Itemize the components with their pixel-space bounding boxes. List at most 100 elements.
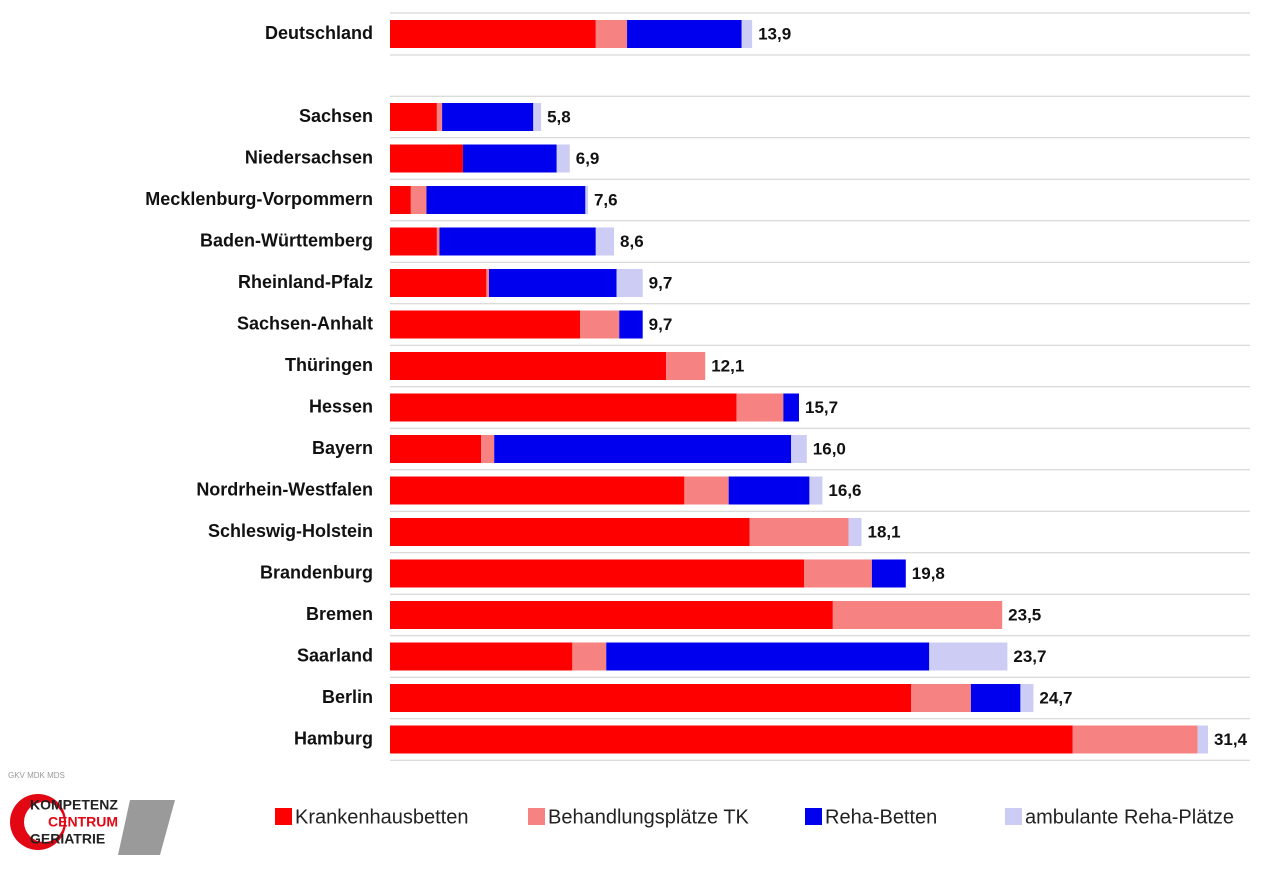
category-label: Saarland <box>297 645 373 665</box>
total-label: 16,0 <box>813 439 846 458</box>
bar-segment <box>390 269 487 297</box>
bar-segment <box>390 310 581 339</box>
bar-segment <box>436 227 440 256</box>
total-label: 19,8 <box>912 564 945 583</box>
legend-label: Behandlungsplätze TK <box>548 806 750 828</box>
bar-segment <box>486 269 489 297</box>
logo-text: CENTRUM <box>48 814 118 830</box>
category-label: Deutschland <box>265 23 373 43</box>
bar-segment <box>390 684 911 712</box>
total-label: 23,5 <box>1008 605 1041 624</box>
logo-text: KOMPETENZ <box>30 797 118 813</box>
category-label: Schleswig-Holstein <box>208 521 373 541</box>
bar-segment <box>741 20 753 48</box>
bar-segment <box>390 476 685 505</box>
bar-segment <box>871 559 906 588</box>
bar-segment <box>494 435 792 463</box>
category-label: Niedersachsen <box>245 147 373 167</box>
total-label: 6,9 <box>576 149 600 168</box>
bar-segment <box>804 559 872 588</box>
category-label: Baden-Württemberg <box>200 230 373 250</box>
legend-swatch <box>528 808 545 825</box>
bar-segment <box>619 310 643 339</box>
category-label: Thüringen <box>285 355 373 375</box>
bar-segment <box>390 144 463 173</box>
category-label: Bayern <box>312 438 373 458</box>
bar-segment <box>848 518 862 546</box>
bar-segment <box>556 144 570 173</box>
category-label: Sachsen-Anhalt <box>237 313 373 333</box>
bar-segment <box>595 227 615 256</box>
category-label: Hamburg <box>294 728 373 748</box>
logo-shape <box>118 800 175 855</box>
bar-segment <box>390 227 437 256</box>
bar-segment <box>585 186 588 214</box>
category-label: Hessen <box>309 396 373 416</box>
bar-segment <box>791 435 807 463</box>
bar-segment <box>832 601 1003 629</box>
bar-segment <box>533 103 542 131</box>
bar-segment <box>580 310 620 339</box>
total-label: 5,8 <box>547 107 571 126</box>
total-label: 15,7 <box>805 398 838 417</box>
bar-segment <box>439 227 596 256</box>
category-label: Brandenburg <box>260 562 373 582</box>
bar-segment <box>970 684 1021 712</box>
bar-segment <box>462 144 557 173</box>
bar-segment <box>390 518 750 546</box>
bar-segment <box>390 103 437 131</box>
category-label: Sachsen <box>299 106 373 126</box>
bar-segment <box>736 393 784 422</box>
total-label: 24,7 <box>1039 688 1072 707</box>
bar-segment <box>410 186 427 214</box>
bar-segment <box>627 20 742 48</box>
category-label: Nordrhein-Westfalen <box>196 479 373 499</box>
total-label: 23,7 <box>1013 647 1046 666</box>
bar-segment <box>616 269 643 297</box>
total-label: 16,6 <box>828 481 861 500</box>
total-label: 18,1 <box>868 522 901 541</box>
bar-segment <box>390 559 805 588</box>
category-label: Berlin <box>322 687 373 707</box>
bar-segment <box>390 352 667 380</box>
bar-segment <box>436 103 443 131</box>
bar-segment <box>426 186 586 214</box>
legend-swatch <box>1005 808 1022 825</box>
logo: GKV MDK MDS KOMPETENZ CENTRUM GERIATRIE <box>8 771 175 855</box>
category-label: Bremen <box>306 604 373 624</box>
bar-segment <box>809 476 823 505</box>
logo-circle-inner <box>24 802 64 842</box>
legend-swatch <box>805 808 822 825</box>
total-label: 12,1 <box>711 356 744 375</box>
bar-segment <box>666 352 706 380</box>
bar-segment <box>749 518 849 546</box>
bar-segment <box>390 186 411 214</box>
category-label: Rheinland-Pfalz <box>238 272 373 292</box>
bar-segment <box>572 642 607 671</box>
total-label: 13,9 <box>758 24 791 43</box>
total-label: 7,6 <box>594 190 618 209</box>
total-label: 9,7 <box>649 315 673 334</box>
bar-segment <box>595 20 628 48</box>
total-label: 9,7 <box>649 273 673 292</box>
legend-label: Krankenhausbetten <box>295 806 468 828</box>
bar-segment <box>442 103 534 131</box>
logo-text: GERIATRIE <box>30 831 105 847</box>
legend-swatch <box>275 808 292 825</box>
bar-segment <box>390 642 573 671</box>
bar-segment <box>728 476 810 505</box>
bar-segment <box>1197 725 1208 754</box>
bar-segment <box>606 642 930 671</box>
total-label: 31,4 <box>1214 730 1248 749</box>
bar-segment <box>911 684 971 712</box>
legend-label: ambulante Reha-Plätze <box>1025 806 1234 828</box>
bar-segment <box>481 435 495 463</box>
bar-segment <box>684 476 729 505</box>
bar-segment <box>783 393 799 422</box>
bar-segment <box>390 20 596 48</box>
legend-label: Reha-Betten <box>825 806 937 828</box>
bar-segment <box>488 269 617 297</box>
bar-segment <box>390 725 1073 754</box>
bar-segment <box>1072 725 1198 754</box>
